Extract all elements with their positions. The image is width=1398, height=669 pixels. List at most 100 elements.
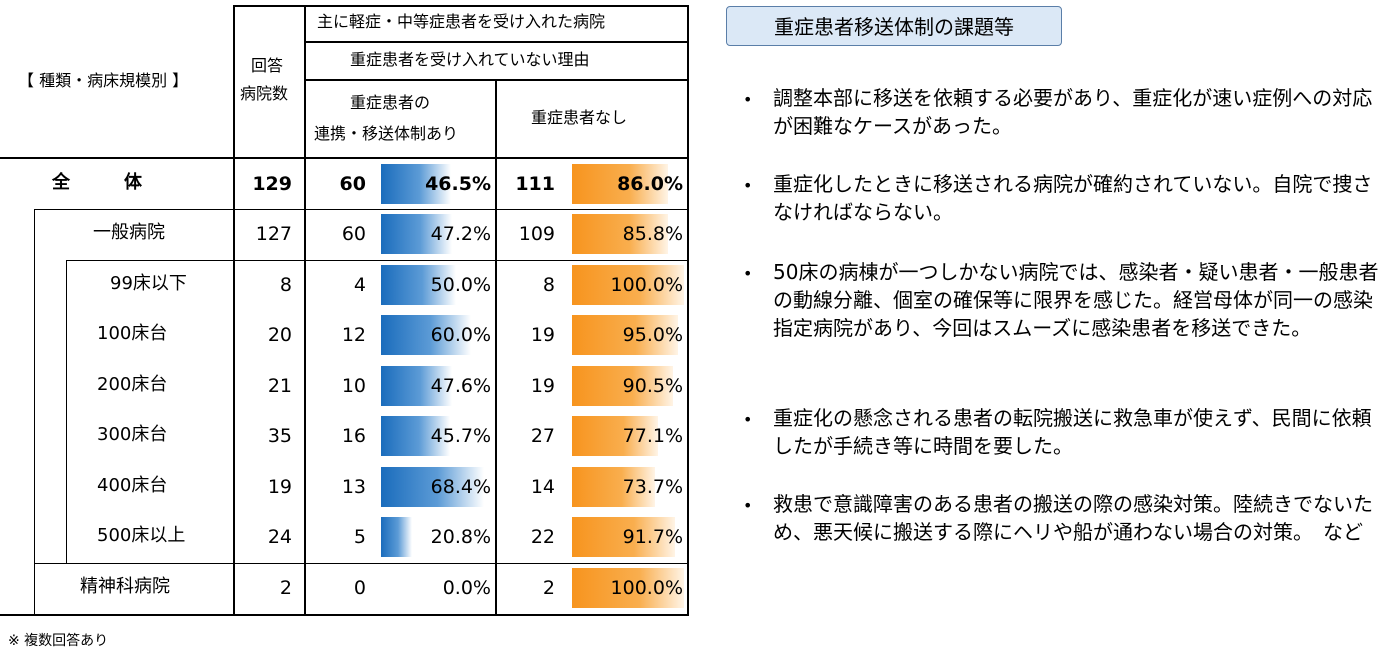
bar-b <box>572 164 669 204</box>
row-b-count: 22 <box>530 526 555 548</box>
row-b-pct: 100.0% <box>610 274 683 296</box>
row-label: 全 体 <box>52 172 142 193</box>
bar-a <box>381 517 413 557</box>
row-a-count: 4 <box>353 274 366 296</box>
row-b-pct: 95.0% <box>622 324 683 346</box>
panel-title: 重症患者移送体制の課題等 <box>726 6 1062 46</box>
hospital-table: 【 種類・病床規模別 】 回答 病院数 主に軽症・中等症患者を受け入れた病院 重… <box>0 0 690 649</box>
row-a-pct: 47.6% <box>430 375 491 397</box>
table-line <box>687 5 689 616</box>
issue-item: 重症化の懸念される患者の転院搬送に救急車が使えず、民間に依頼したが手続き等に時間… <box>773 406 1372 458</box>
row-a-pct: 46.5% <box>425 173 491 195</box>
row-respondents: 2 <box>279 577 292 599</box>
bar-b <box>572 568 684 608</box>
bar-b <box>572 265 684 305</box>
row-label: 99床以下 <box>110 273 187 294</box>
row-a-count: 60 <box>339 173 366 195</box>
row-b-count: 19 <box>530 324 555 346</box>
bullet-icon: • <box>743 176 753 195</box>
bar-b <box>572 315 679 355</box>
header-col-b: 重症患者なし <box>531 108 628 127</box>
row-b-count: 109 <box>518 223 555 245</box>
header-reason-title: 重症患者を受け入れていない理由 <box>350 50 590 69</box>
row-a-count: 5 <box>353 526 366 548</box>
bullet-icon: • <box>743 264 753 283</box>
header-col-a-line1: 重症患者の <box>350 93 431 112</box>
header-respondents-line1: 回答 <box>251 56 284 75</box>
row-a-count: 0 <box>353 577 366 599</box>
row-respondents: 24 <box>267 526 292 548</box>
bullet-icon: • <box>743 90 753 109</box>
row-label: 精神科病院 <box>80 576 170 597</box>
header-col-a-line2: 連携・移送体制あり <box>314 124 459 143</box>
table-line <box>66 260 67 564</box>
row-a-pct: 45.7% <box>430 425 491 447</box>
header-group-title: 主に軽症・中等症患者を受け入れた病院 <box>317 12 606 31</box>
row-b-count: 111 <box>515 173 555 195</box>
row-a-pct: 47.2% <box>430 223 491 245</box>
row-a-count: 13 <box>341 476 366 498</box>
issue-item: 重症化したときに移送される病院が確約されていない。自院で捜さなければならない。 <box>773 172 1373 224</box>
row-respondents: 19 <box>267 476 292 498</box>
footnote: ※ 複数回答あり <box>8 633 109 649</box>
table-line <box>34 563 689 564</box>
row-b-count: 8 <box>542 274 555 296</box>
table-line <box>34 209 35 616</box>
bullet-icon: • <box>743 496 753 515</box>
row-b-pct: 85.8% <box>622 223 683 245</box>
row-b-pct: 91.7% <box>622 526 683 548</box>
row-label: 一般病院 <box>93 222 165 243</box>
header-respondents-line2: 病院数 <box>240 84 289 103</box>
bar-b <box>572 467 655 507</box>
row-b-pct: 73.7% <box>622 476 683 498</box>
table-line <box>233 5 235 616</box>
header-category: 【 種類・病床規模別 】 <box>18 71 189 90</box>
row-a-pct: 0.0% <box>442 577 491 599</box>
row-b-pct: 86.0% <box>617 173 683 195</box>
row-a-pct: 68.4% <box>430 476 491 498</box>
row-b-count: 14 <box>530 476 555 498</box>
issue-item: 調整本部に移送を依頼する必要があり、重症化が速い症例への対応が困難なケースがあっ… <box>773 86 1373 138</box>
row-label: 500床以上 <box>97 525 186 546</box>
bar-a <box>381 265 456 305</box>
row-b-pct: 77.1% <box>622 425 683 447</box>
row-respondents: 8 <box>279 274 292 296</box>
issue-item: 50床の病棟が一つしかない病院では、感染者・疑い患者・一般患者の動線分離、個室の… <box>773 260 1379 340</box>
row-label: 100床台 <box>97 323 168 344</box>
row-a-count: 60 <box>341 223 366 245</box>
bullet-icon: • <box>743 410 753 429</box>
bar-a <box>381 164 451 204</box>
table-line <box>233 5 689 7</box>
row-respondents: 127 <box>255 223 292 245</box>
bar-a <box>381 416 450 456</box>
table-line <box>495 79 497 616</box>
row-respondents: 20 <box>267 324 292 346</box>
table-line <box>304 41 689 43</box>
row-b-count: 2 <box>542 577 555 599</box>
table-line <box>0 614 689 616</box>
row-a-count: 12 <box>341 324 366 346</box>
row-b-count: 19 <box>530 375 555 397</box>
row-a-pct: 60.0% <box>430 324 491 346</box>
issue-item: 救患で意識障害のある患者の搬送の際の感染対策。陸続きでないため、悪天候に搬送する… <box>773 492 1373 544</box>
row-b-pct: 100.0% <box>610 577 683 599</box>
bar-b <box>572 366 674 406</box>
row-label: 200床台 <box>97 374 168 395</box>
bar-a <box>381 467 484 507</box>
row-respondents: 35 <box>267 425 292 447</box>
bar-a <box>381 366 453 406</box>
bar-b <box>572 416 659 456</box>
row-a-count: 16 <box>341 425 366 447</box>
bar-a <box>381 214 452 254</box>
row-label: 400床台 <box>97 475 168 496</box>
row-respondents: 21 <box>267 375 292 397</box>
bar-b <box>572 517 675 557</box>
row-a-pct: 20.8% <box>430 526 491 548</box>
table-line <box>66 260 689 261</box>
row-respondents: 129 <box>252 173 292 195</box>
bar-b <box>572 214 669 254</box>
row-b-pct: 90.5% <box>622 375 683 397</box>
row-a-count: 10 <box>341 375 366 397</box>
row-a-pct: 50.0% <box>430 274 491 296</box>
row-b-count: 27 <box>530 425 555 447</box>
